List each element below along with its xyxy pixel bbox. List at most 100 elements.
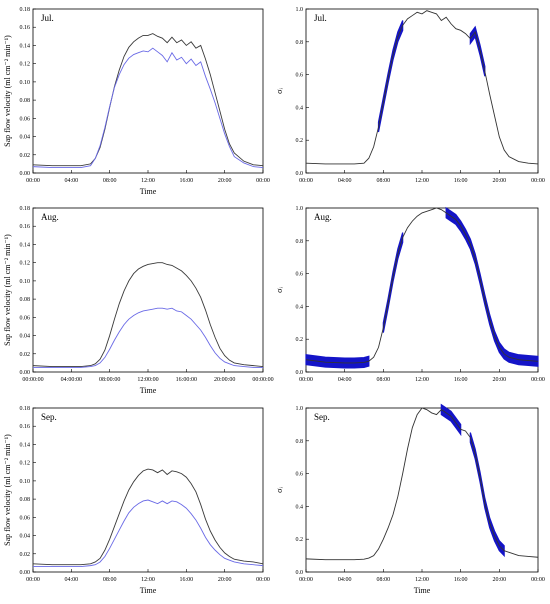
- y-axis-label: σᵢ: [275, 287, 284, 293]
- y-tick-label: 0.08: [20, 497, 31, 503]
- y-tick-label: 0.4: [296, 304, 304, 310]
- panel-label: Jul.: [41, 13, 54, 23]
- y-tick-label: 0.06: [20, 515, 31, 521]
- series-line-1: [32, 262, 264, 367]
- x-tick-label: 00:00: [531, 377, 545, 383]
- x-tick-label: 00:00: [26, 178, 40, 184]
- y-tick-label: 0.6: [296, 472, 304, 478]
- panel-5: 0.00 0.02 0.04 0.06 0.08 0.10 0.12 0.14 0.16 0.18…: [3, 406, 270, 595]
- y-tick-label: 0.14: [20, 43, 31, 49]
- x-tick-label: 16:00: [179, 577, 193, 583]
- y-tick-label: 0.4: [296, 504, 304, 510]
- y-tick-label: 1.0: [296, 206, 304, 212]
- series-line-2: [33, 307, 263, 368]
- panel-label: Sep.: [41, 412, 57, 422]
- y-tick-label: 1.0: [296, 406, 304, 412]
- series-line-1: [32, 468, 264, 566]
- y-axis-label: Sap flow velocity (ml cm⁻² min⁻¹): [3, 234, 12, 346]
- panel-6: 0.0 0.2 0.4 0.6 0.8 1.0 00:00 04:00 08:00 12:00 16…: [275, 403, 545, 595]
- x-tick-label: 04:00:00: [61, 377, 82, 383]
- panel-4: 0.0 0.2 0.4 0.6 0.8 1.0 00:00 04:00 08:00 12:00 16…: [275, 206, 545, 383]
- plot-frame: [32, 407, 264, 573]
- x-tick-label: 04:00: [338, 577, 352, 583]
- x-tick-label: 08:00: [103, 178, 117, 184]
- y-tick-label: 0.18: [20, 406, 31, 412]
- x-tick-label: 04:00: [338, 377, 352, 383]
- series-line-1: [32, 33, 264, 167]
- y-tick-label: 0.04: [20, 534, 31, 540]
- y-tick-label: 0.4: [296, 105, 304, 111]
- y-tick-label: 0.18: [20, 7, 31, 13]
- uncertainty-band-3: [445, 206, 539, 367]
- x-tick-label: 16:00:00: [176, 377, 197, 383]
- y-tick-label: 0.8: [296, 439, 304, 445]
- x-axis-label: Time: [140, 187, 157, 196]
- y-tick-label: 0.08: [20, 297, 31, 303]
- x-tick-label: 20:00: [492, 178, 506, 184]
- x-tick-label: 00:00: [531, 178, 545, 184]
- x-tick-label: 20:00:00: [214, 377, 235, 383]
- x-tick-label: 16:00: [179, 178, 193, 184]
- x-tick-label: 00:00:00: [22, 377, 43, 383]
- x-axis-label: Time: [140, 386, 157, 395]
- uncertainty-band-2: [469, 25, 486, 77]
- x-tick-label: 04:00: [64, 178, 78, 184]
- panel-label: Jul.: [314, 13, 327, 23]
- y-tick-label: 0.14: [20, 442, 31, 448]
- x-tick-label: 04:00: [64, 577, 78, 583]
- y-tick-label: 0.0: [296, 370, 304, 376]
- y-tick-label: 0.18: [20, 206, 31, 212]
- y-tick-label: 0.00: [20, 370, 31, 376]
- x-tick-label: 20:00: [218, 178, 232, 184]
- y-tick-label: 1.0: [296, 7, 304, 13]
- y-tick-label: 0.16: [20, 25, 31, 31]
- x-tick-label: 08:00: [103, 577, 117, 583]
- x-tick-label: 20:00: [218, 577, 232, 583]
- x-tick-label: 12:00: [141, 577, 155, 583]
- x-tick-label: 00:00:00: [252, 377, 273, 383]
- x-axis-label: Time: [140, 586, 157, 595]
- y-axis-label: σᵢ: [275, 88, 284, 94]
- series-line-1: [305, 207, 539, 364]
- y-tick-label: 0.16: [20, 424, 31, 430]
- panel-3: 0.00 0.02 0.04 0.06 0.08 0.10 0.12 0.14 0.16 0.18…: [3, 206, 274, 395]
- y-tick-label: 0.10: [20, 479, 31, 485]
- series-line-2: [32, 47, 264, 168]
- y-tick-label: 0.2: [296, 138, 304, 144]
- y-tick-label: 0.12: [20, 461, 31, 467]
- x-tick-label: 16:00: [454, 178, 468, 184]
- y-axis-label: σᵢ: [275, 487, 284, 493]
- uncertainty-band-1: [440, 403, 462, 437]
- x-tick-label: 00:00: [299, 178, 313, 184]
- x-tick-label: 20:00: [492, 577, 506, 583]
- x-tick-label: 08:00: [376, 377, 390, 383]
- y-axis-label: Sap flow velocity (ml cm⁻² min⁻¹): [3, 35, 12, 147]
- series-line-1: [305, 10, 539, 165]
- uncertainty-band-2: [469, 432, 505, 558]
- y-tick-label: 0.2: [296, 337, 304, 343]
- x-tick-label: 12:00: [415, 577, 429, 583]
- x-tick-label: 00:00: [299, 377, 313, 383]
- y-tick-label: 0.02: [20, 552, 31, 558]
- y-tick-label: 0.14: [20, 242, 31, 248]
- y-tick-label: 0.8: [296, 40, 304, 46]
- y-tick-label: 0.10: [20, 80, 31, 86]
- uncertainty-band-1: [305, 354, 370, 369]
- x-tick-label: 16:00: [454, 577, 468, 583]
- x-axis-label: Time: [414, 586, 431, 595]
- panel-1: 0.00 0.02 0.04 0.06 0.08 0.10 0.12 0.14 0.16 0.18…: [3, 7, 270, 196]
- uncertainty-band-1: [377, 20, 404, 133]
- y-tick-label: 0.04: [20, 135, 31, 141]
- y-tick-label: 0.12: [20, 62, 31, 68]
- y-tick-label: 0.6: [296, 73, 304, 79]
- x-tick-label: 12:00: [415, 377, 429, 383]
- plot-frame: [32, 8, 264, 174]
- y-axis-label: Sap flow velocity (ml cm⁻² min⁻¹): [3, 434, 12, 546]
- x-tick-label: 08:00: [376, 178, 390, 184]
- y-tick-label: 0.2: [296, 537, 304, 543]
- x-tick-label: 12:00:00: [137, 377, 158, 383]
- uncertainty-band-2: [382, 232, 404, 333]
- x-tick-label: 08:00:00: [99, 377, 120, 383]
- plot-frame: [32, 207, 264, 373]
- series-line-1: [305, 407, 539, 561]
